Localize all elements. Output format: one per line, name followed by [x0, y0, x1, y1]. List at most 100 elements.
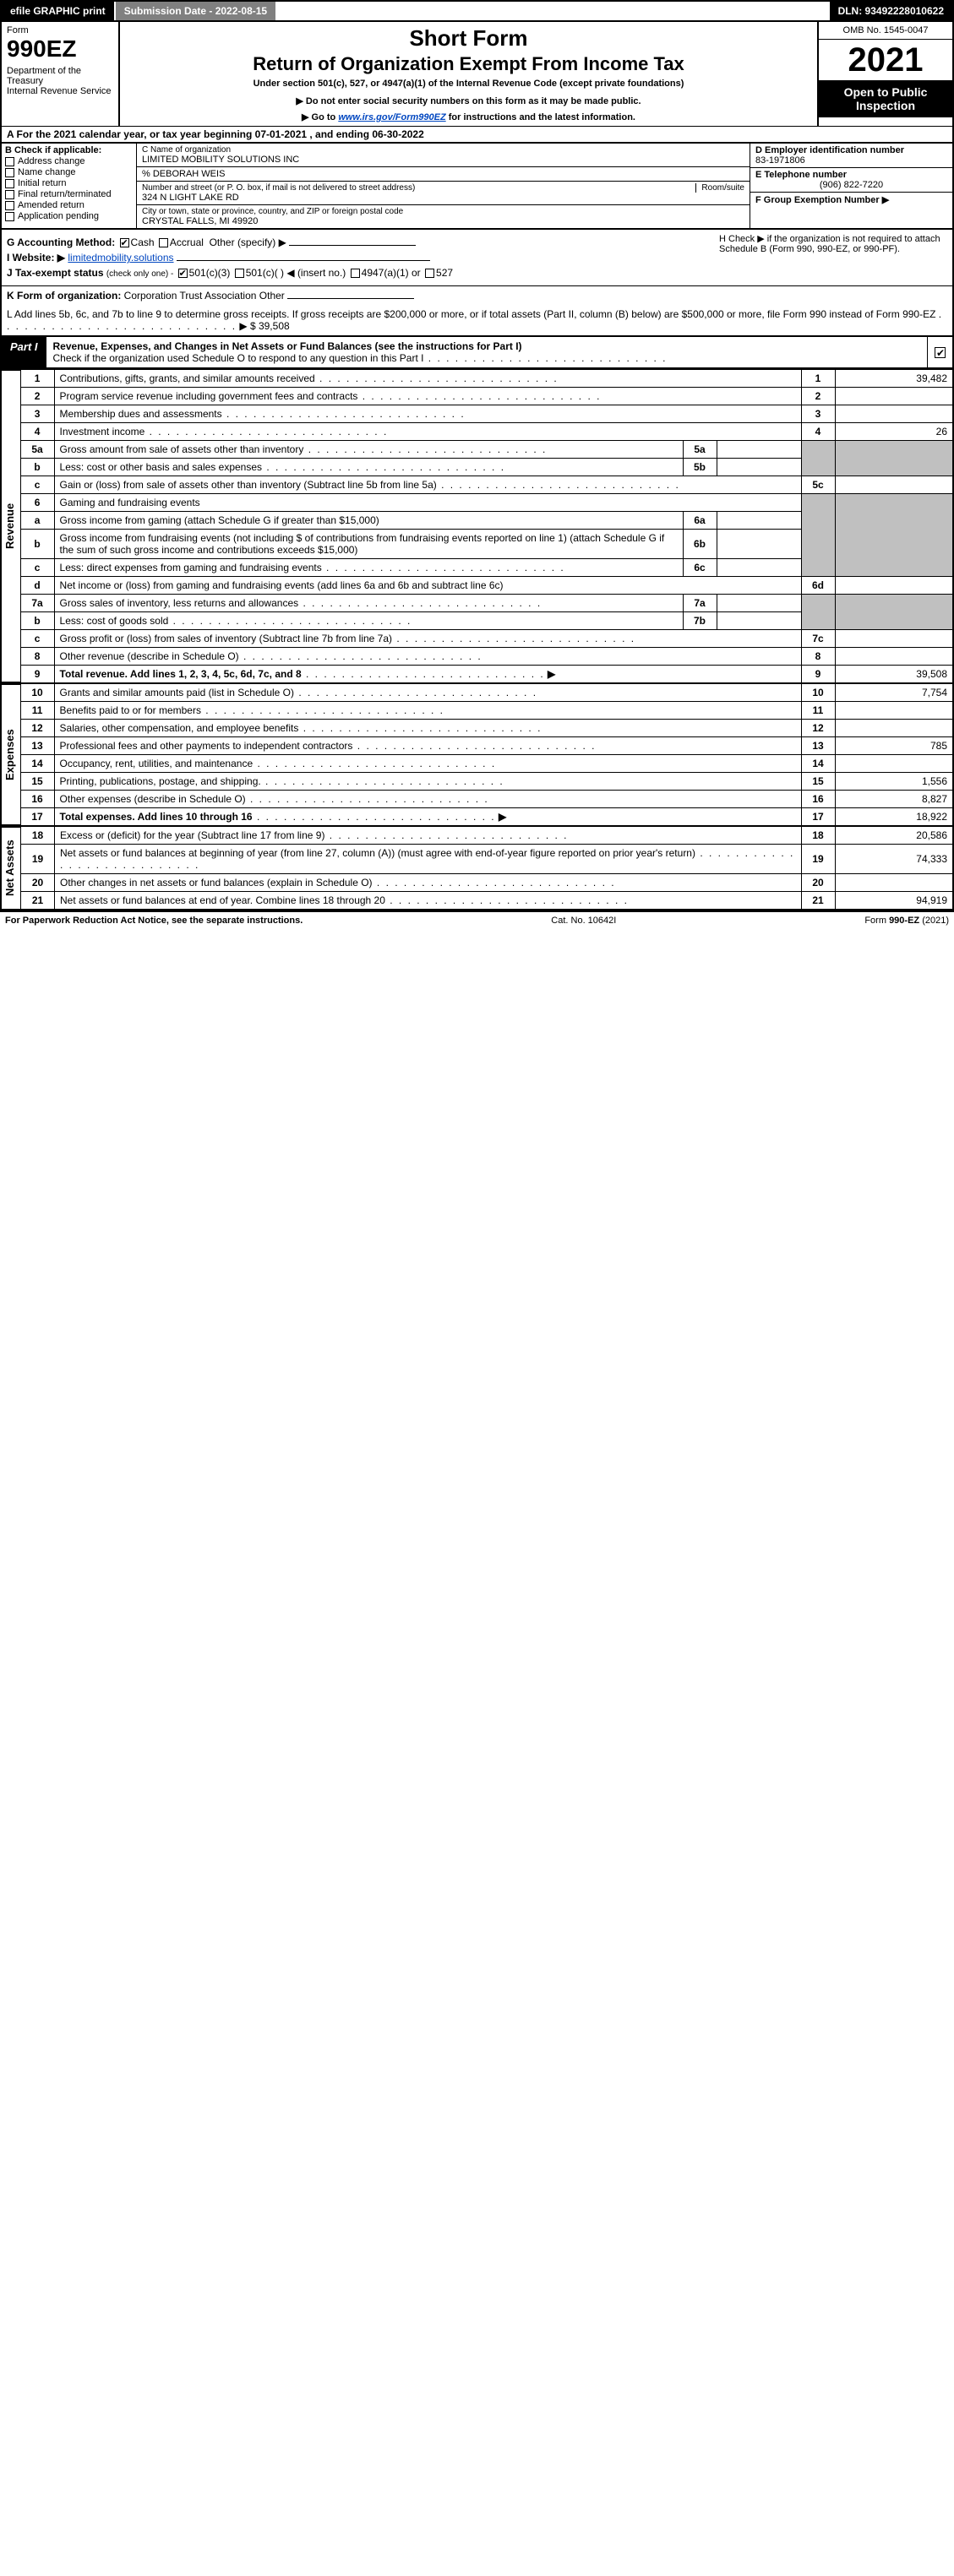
line-1: 1Contributions, gifts, grants, and simil… [20, 370, 953, 388]
b-title: B Check if applicable: [5, 145, 133, 155]
chk-501c3[interactable] [178, 269, 188, 278]
form-number: 990EZ [7, 35, 113, 62]
line-6d: dNet income or (loss) from gaming and fu… [20, 577, 953, 595]
line-7c: cGross profit or (loss) from sales of in… [20, 630, 953, 648]
h-text: H Check ▶ if the organization is not req… [719, 234, 940, 254]
city-label: City or town, state or province, country… [142, 207, 744, 216]
department-label: Department of the Treasury Internal Reve… [7, 66, 113, 96]
return-title: Return of Organization Exempt From Incom… [125, 53, 812, 75]
chk-4947[interactable] [351, 269, 360, 278]
goto-post: for instructions and the latest informat… [446, 112, 635, 122]
chk-application-pending[interactable]: Application pending [5, 211, 133, 221]
grp-label: F Group Exemption Number ▶ [755, 195, 889, 205]
omb-number: OMB No. 1545-0047 [819, 22, 952, 40]
part1-header: Part I Revenue, Expenses, and Changes in… [0, 337, 954, 369]
line-21: 21Net assets or fund balances at end of … [21, 892, 954, 910]
tax-year: 2021 [819, 40, 952, 80]
checkbox-icon [935, 347, 946, 358]
section-a: A For the 2021 calendar year, or tax yea… [0, 126, 954, 144]
line-11: 11Benefits paid to or for members11 [20, 702, 953, 720]
goto-pre: ▶ Go to [302, 112, 338, 122]
line-19: 19Net assets or fund balances at beginni… [21, 845, 954, 874]
line-17: 17Total expenses. Add lines 10 through 1… [20, 808, 953, 826]
city-value: CRYSTAL FALLS, MI 49920 [142, 216, 744, 226]
line-18: 18Excess or (deficit) for the year (Subt… [21, 827, 954, 845]
bcd-row: B Check if applicable: Address change Na… [0, 144, 954, 230]
header-right: OMB No. 1545-0047 2021 Open to Public In… [817, 22, 952, 126]
under-section-text: Under section 501(c), 527, or 4947(a)(1)… [125, 79, 812, 89]
tel-label: E Telephone number [755, 170, 847, 180]
checkbox-icon [5, 201, 14, 210]
chk-name-change[interactable]: Name change [5, 167, 133, 177]
h-box: H Check ▶ if the organization is not req… [711, 233, 947, 282]
ein-cell: D Employer identification number 83-1971… [750, 144, 952, 168]
row-i: I Website: ▶ limitedmobility.solutions [7, 252, 711, 264]
section-c: C Name of organization LIMITED MOBILITY … [137, 144, 750, 228]
street-value: 324 N LIGHT LAKE RD [142, 193, 744, 203]
line-5c: cGain or (loss) from sale of assets othe… [20, 476, 953, 494]
ein-label: D Employer identification number [755, 145, 904, 155]
dln-label: DLN: 93492228010622 [830, 2, 952, 20]
website-link[interactable]: limitedmobility.solutions [68, 252, 173, 264]
top-bar: efile GRAPHIC print Submission Date - 20… [0, 0, 954, 22]
efile-print-button[interactable]: efile GRAPHIC print [2, 2, 116, 20]
chk-accrual[interactable] [159, 238, 168, 247]
line-4: 4Investment income426 [20, 423, 953, 441]
line-14: 14Occupancy, rent, utilities, and mainte… [20, 755, 953, 773]
ein-value: 83-1971806 [755, 155, 805, 166]
form-header: Form 990EZ Department of the Treasury In… [0, 22, 954, 126]
chk-address-change[interactable]: Address change [5, 156, 133, 166]
chk-527[interactable] [425, 269, 434, 278]
header-center: Short Form Return of Organization Exempt… [120, 22, 817, 126]
expenses-label: Expenses [0, 683, 20, 826]
open-to-public: Open to Public Inspection [819, 80, 952, 117]
chk-501c[interactable] [235, 269, 244, 278]
line-7a: 7aGross sales of inventory, less returns… [20, 595, 953, 612]
footer-left: For Paperwork Reduction Act Notice, see … [5, 916, 303, 926]
group-exemption-cell: F Group Exemption Number ▶ [750, 193, 952, 207]
street-cell: Number and street (or P. O. box, if mail… [137, 182, 750, 205]
line-12: 12Salaries, other compensation, and empl… [20, 720, 953, 737]
city-cell: City or town, state or province, country… [137, 205, 750, 228]
org-name-cell: C Name of organization LIMITED MOBILITY … [137, 144, 750, 167]
i-label: I Website: ▶ [7, 252, 65, 264]
goto-text: ▶ Go to www.irs.gov/Form990EZ for instru… [125, 111, 812, 122]
k-label: K Form of organization: [7, 290, 121, 302]
g-label: G Accounting Method: [7, 236, 115, 248]
chk-initial-return[interactable]: Initial return [5, 178, 133, 188]
chk-amended-return[interactable]: Amended return [5, 200, 133, 210]
l-text: L Add lines 5b, 6c, and 7b to line 9 to … [7, 308, 935, 320]
section-k: K Form of organization: Corporation Trus… [0, 286, 954, 305]
revenue-section: Revenue 1Contributions, gifts, grants, a… [0, 369, 954, 683]
line-2: 2Program service revenue including gover… [20, 388, 953, 405]
line-20: 20Other changes in net assets or fund ba… [21, 874, 954, 892]
section-l: L Add lines 5b, 6c, and 7b to line 9 to … [0, 305, 954, 337]
section-ghij: G Accounting Method: Cash Accrual Other … [0, 230, 954, 286]
j-label: J Tax-exempt status [7, 267, 104, 279]
line-8: 8Other revenue (describe in Schedule O)8 [20, 648, 953, 666]
org-name: LIMITED MOBILITY SOLUTIONS INC [142, 155, 744, 165]
expenses-table: 10Grants and similar amounts paid (list … [20, 683, 954, 826]
l-amount: ▶ $ 39,508 [239, 320, 289, 332]
topbar-spacer [277, 2, 829, 20]
submission-date-button[interactable]: Submission Date - 2022-08-15 [116, 2, 277, 20]
short-form-title: Short Form [125, 25, 812, 52]
line-6: 6Gaming and fundraising events [20, 494, 953, 512]
chk-final-return[interactable]: Final return/terminated [5, 189, 133, 199]
netassets-table: 18Excess or (deficit) for the year (Subt… [20, 826, 954, 910]
row-j: J Tax-exempt status (check only one) - 5… [7, 267, 711, 279]
netassets-section: Net Assets 18Excess or (deficit) for the… [0, 826, 954, 910]
part1-checkbox[interactable] [927, 337, 952, 367]
room-label: Room/suite [695, 183, 744, 193]
section-a-text: A For the 2021 calendar year, or tax yea… [7, 128, 424, 140]
expenses-section: Expenses 10Grants and similar amounts pa… [0, 683, 954, 826]
checkbox-icon [5, 168, 14, 177]
tel-cell: E Telephone number (906) 822-7220 [750, 168, 952, 193]
street-label: Number and street (or P. O. box, if mail… [142, 183, 695, 193]
section-b: B Check if applicable: Address change Na… [2, 144, 137, 228]
line-13: 13Professional fees and other payments t… [20, 737, 953, 755]
line-3: 3Membership dues and assessments3 [20, 405, 953, 423]
chk-cash[interactable] [120, 238, 129, 247]
goto-link[interactable]: www.irs.gov/Form990EZ [338, 112, 445, 122]
tel-value: (906) 822-7220 [755, 180, 947, 190]
